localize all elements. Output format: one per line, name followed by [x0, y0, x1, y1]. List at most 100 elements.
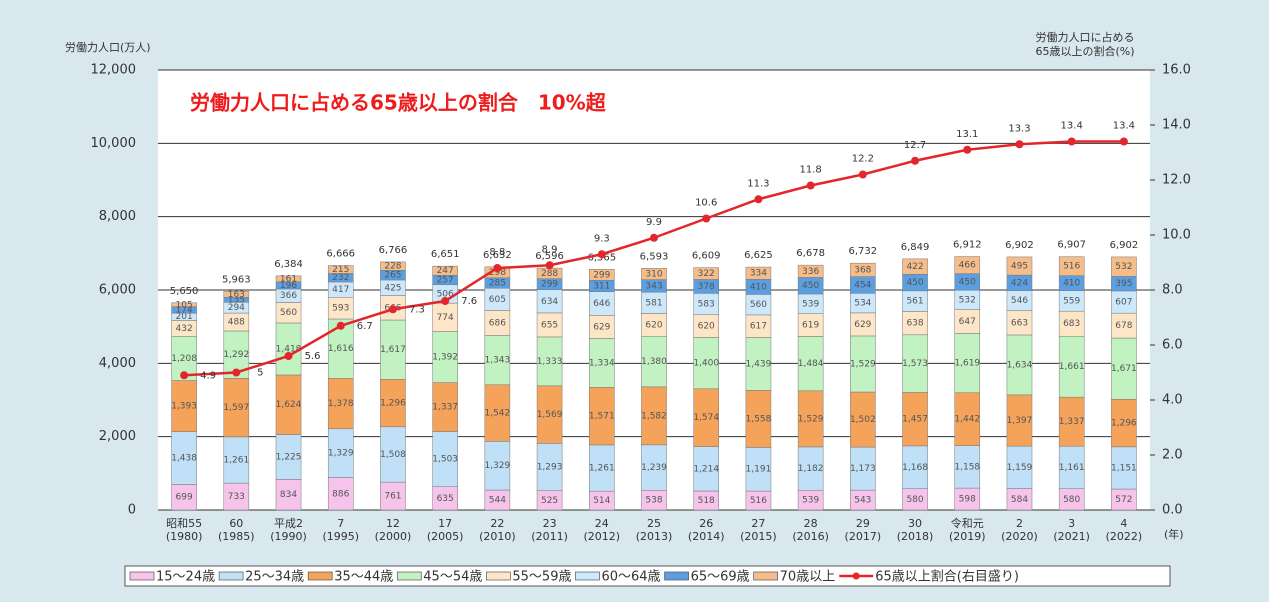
segment-label: 1,334: [589, 358, 615, 368]
segment-label: 525: [541, 496, 558, 506]
line-point: [597, 250, 606, 259]
bar-segment: [1006, 445, 1033, 489]
legend-label: 65～69歳: [691, 570, 750, 585]
bar-segment: [954, 256, 981, 274]
segment-label: 559: [1063, 296, 1080, 306]
segment-label: 1,159: [1007, 463, 1033, 473]
line-point: [388, 305, 397, 314]
line-label: 9.3: [594, 233, 610, 244]
segment-label: 605: [489, 295, 506, 305]
segment-label: 1,617: [380, 345, 406, 355]
bar-segment: [902, 445, 928, 489]
x-tick-label: (2012): [584, 530, 621, 543]
line-point: [858, 170, 867, 179]
y-tick-label: 8,000: [99, 209, 136, 224]
y-tick-label: 6,000: [99, 283, 136, 298]
total-label: 6,678: [796, 248, 825, 259]
bar-segment: [693, 388, 719, 447]
bar-segment: [902, 334, 928, 393]
segment-label: 1,296: [1111, 419, 1137, 429]
segment-label: 247: [437, 266, 454, 276]
segment-label: 1,619: [954, 359, 980, 369]
segment-label: 546: [1011, 296, 1028, 306]
segment-label: 1,502: [850, 415, 876, 425]
segment-label: 424: [1011, 278, 1028, 288]
segment-label: 619: [802, 321, 819, 331]
bar-segment: [641, 386, 667, 446]
line-point: [702, 214, 711, 223]
legend-swatch: [129, 571, 155, 581]
segment-label: 1,380: [641, 357, 667, 367]
bar-segment: [275, 434, 302, 480]
line-point: [806, 181, 815, 190]
bar-segment: [484, 335, 511, 386]
y-tick-label: 0: [128, 503, 136, 518]
segment-label: 1,439: [746, 359, 772, 369]
bar-segment: [1058, 335, 1085, 398]
segment-label: 257: [437, 275, 454, 285]
x-tick-label: 60: [229, 517, 243, 530]
x-tick-label: (2000): [375, 530, 412, 543]
segment-label: 678: [1115, 321, 1132, 331]
bar-segment: [171, 380, 197, 432]
line-label: 7.3: [409, 304, 425, 315]
segment-label: 1,182: [798, 464, 824, 474]
segment-label: 163: [228, 290, 245, 300]
y2-tick-label: 14.0: [1162, 118, 1191, 133]
segment-label: 638: [906, 319, 923, 329]
line-label: 4.9: [200, 370, 216, 381]
segment-label: 410: [1063, 279, 1080, 289]
bar-segment: [1111, 256, 1137, 277]
bar-segment: [275, 322, 302, 376]
x-tick-label: (2011): [531, 530, 568, 543]
segment-label: 699: [176, 493, 193, 503]
segment-label: 1,418: [276, 344, 302, 354]
segment-label: 544: [489, 496, 506, 506]
bar-segment: [693, 337, 719, 390]
bar-segment: [1111, 399, 1137, 448]
segment-label: 647: [959, 317, 976, 327]
legend-label: 15～24歳: [156, 570, 215, 585]
line-label: 10.6: [695, 198, 717, 209]
segment-label: 532: [959, 295, 976, 305]
x-tick-label: 平成2: [274, 517, 303, 530]
x-tick-label: (1985): [218, 530, 255, 543]
bar-segment: [589, 387, 615, 446]
segment-label: 539: [802, 299, 819, 309]
line-point: [545, 261, 554, 270]
bar-segment: [171, 431, 197, 485]
y2-tick-label: 2.0: [1162, 448, 1183, 463]
segment-label: 285: [489, 278, 506, 288]
line-label: 8.9: [542, 244, 558, 255]
total-label: 6,609: [692, 251, 721, 262]
segment-label: 161: [280, 274, 297, 284]
bar-segment: [1006, 256, 1033, 276]
x-tick-label: 29: [856, 517, 870, 530]
segment-label: 1,529: [798, 414, 824, 424]
segment-label: 454: [854, 280, 871, 290]
segment-label: 774: [437, 313, 454, 323]
x-tick-label: (2005): [427, 530, 464, 543]
segment-label: 410: [750, 282, 767, 292]
total-label: 6,384: [274, 259, 303, 270]
bar-segment: [223, 482, 250, 511]
segment-label: 425: [384, 283, 401, 293]
line-point: [336, 321, 345, 330]
x-tick-label: (1995): [322, 530, 359, 543]
segment-label: 417: [332, 285, 349, 295]
bar-segment: [380, 319, 406, 380]
x-tick-label: (2014): [688, 530, 725, 543]
bar-segment: [432, 302, 458, 332]
bar-segment: [432, 382, 458, 432]
segment-label: 1,329: [484, 461, 510, 471]
legend: [124, 565, 1171, 587]
x-tick-label: 27: [751, 517, 765, 530]
line-point: [963, 145, 972, 154]
total-label: 6,912: [953, 240, 982, 251]
segment-label: 634: [541, 297, 558, 307]
y2-axis-label: 65歳以上の割合(%): [1035, 44, 1134, 58]
segment-label: 450: [959, 277, 976, 287]
line-point: [911, 156, 920, 165]
total-label: 6,651: [431, 249, 460, 260]
